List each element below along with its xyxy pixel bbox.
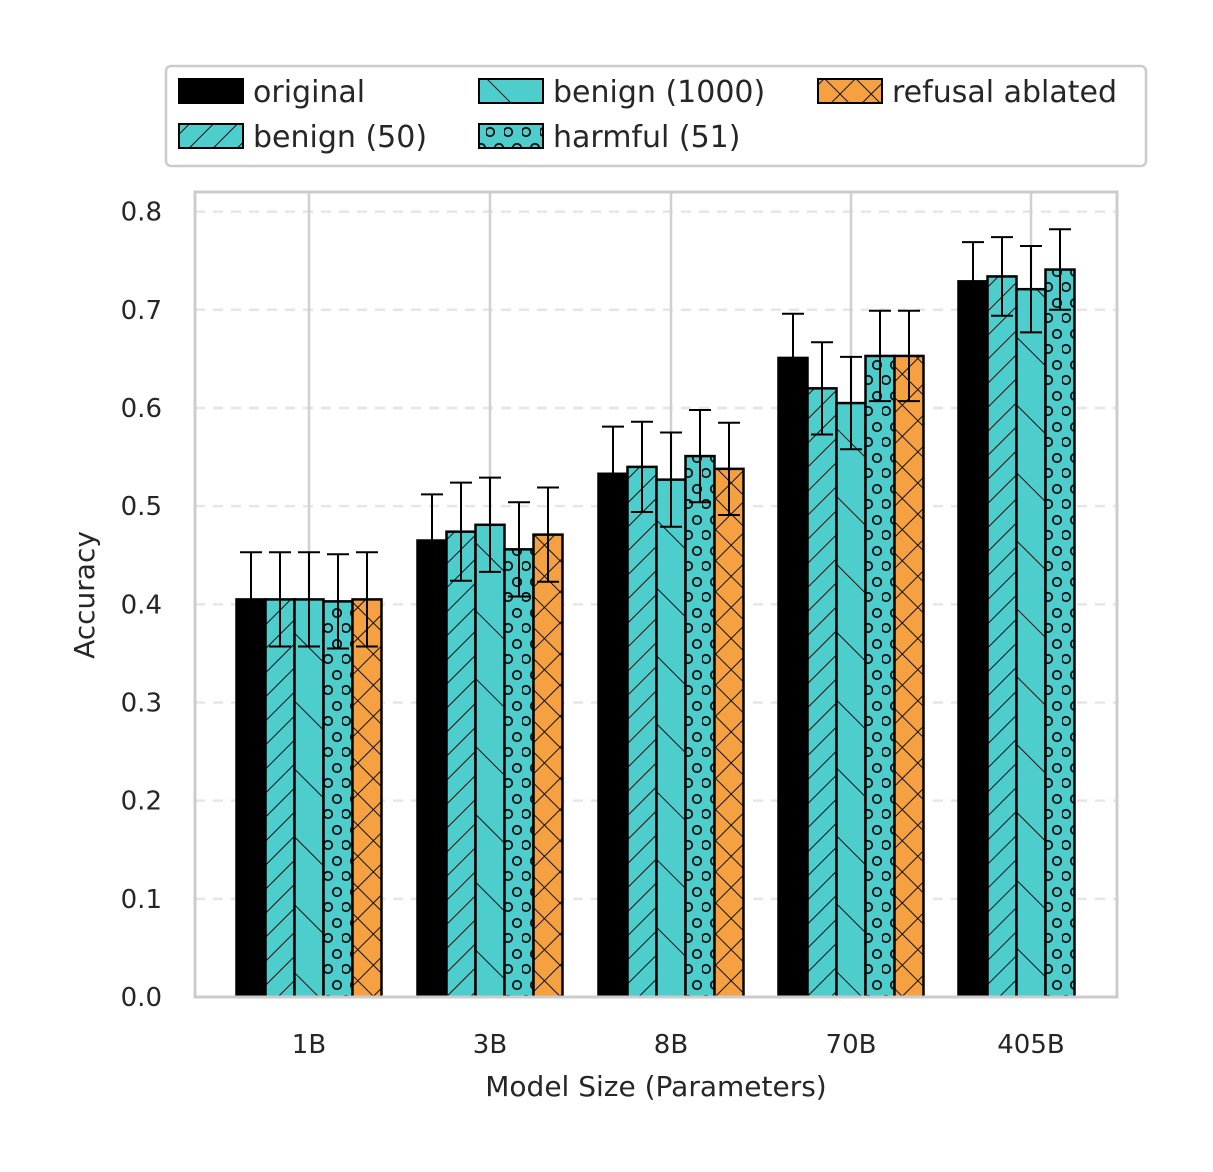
- bar-hatch-benign-1000: [294, 599, 324, 997]
- y-tick-label: 0.5: [121, 492, 162, 522]
- x-tick-label: 8B: [654, 1030, 688, 1060]
- y-tick-label: 0.8: [121, 198, 162, 228]
- bar-hatch-harmful-51: [865, 355, 895, 997]
- x-axis-title: Model Size (Parameters): [485, 1070, 826, 1103]
- legend-item-benign-50: benign (50): [178, 120, 427, 155]
- bar-hatch-benign-50: [446, 531, 476, 997]
- plot-frame: [193, 190, 1119, 999]
- bar-hatch-benign-50: [987, 276, 1017, 997]
- bar-hatch-refusal-ablated: [352, 599, 382, 997]
- bar-hatch-refusal-ablated: [714, 468, 744, 998]
- legend-item-harmful-51: harmful (51): [478, 120, 740, 155]
- y-tick-label: 0.7: [121, 296, 162, 326]
- legend-label-original: original: [253, 75, 365, 110]
- legend-swatch-benign-1000-hatch: [478, 78, 544, 104]
- legend-label-refusal-ablated: refusal ablated: [892, 75, 1117, 110]
- legend-item-benign-1000: benign (1000): [478, 75, 765, 110]
- plot-area: [193, 190, 1119, 999]
- y-axis-ticks: 0.0 0.1 0.2 0.3 0.4 0.5 0.6 0.7 0.8: [121, 198, 162, 1013]
- bar-hatch-harmful-51: [1045, 269, 1075, 997]
- legend-swatch-benign-50-hatch: [178, 123, 244, 149]
- y-tick-label: 0.3: [121, 688, 162, 718]
- bar-hatch-benign-1000: [1016, 289, 1046, 997]
- legend: original benign (50) benign (1000) harmf…: [164, 64, 1148, 168]
- y-tick-label: 0.2: [121, 787, 162, 817]
- y-tick-label: 0.1: [121, 885, 162, 915]
- bars-layer: [235, 268, 1076, 999]
- legend-item-original: original: [178, 75, 365, 110]
- legend-swatch-refusal-ablated-hatch: [817, 78, 883, 104]
- legend-label-benign-50: benign (50): [253, 120, 427, 155]
- bar-hatch-benign-1000: [836, 403, 866, 997]
- bar-hatch-benign-1000: [475, 524, 505, 997]
- y-tick-label: 0.4: [121, 590, 162, 620]
- bar-original: [958, 281, 988, 998]
- bar-hatch-benign-50: [807, 388, 837, 998]
- y-tick-label: 0.0: [121, 983, 162, 1013]
- bar-hatch-refusal-ablated: [533, 534, 563, 997]
- x-tick-label: 1B: [292, 1030, 326, 1060]
- bar-original: [598, 473, 628, 997]
- legend-label-benign-1000: benign (1000): [553, 75, 765, 110]
- x-tick-label: 405B: [997, 1030, 1064, 1060]
- legend-item-refusal-ablated: refusal ablated: [817, 75, 1117, 110]
- bar-hatch-harmful-51: [504, 549, 534, 997]
- bar-original: [417, 540, 447, 997]
- bar-hatch-harmful-51: [323, 601, 353, 997]
- legend-swatch-harmful-51-hatch: [478, 123, 544, 149]
- bar-hatch-refusal-ablated: [894, 355, 924, 997]
- y-axis-title: Accuracy: [68, 531, 101, 659]
- errorbar-layer: [240, 228, 1071, 650]
- x-tick-label: 3B: [473, 1030, 507, 1060]
- legend-frame: [164, 64, 1148, 168]
- bar-original: [778, 357, 808, 997]
- x-tick-label: 70B: [826, 1030, 877, 1060]
- bar-hatch-harmful-51: [685, 456, 715, 998]
- legend-label-harmful-51: harmful (51): [553, 120, 740, 155]
- legend-swatch-original: [178, 78, 244, 104]
- x-axis-ticks: 1B 3B 8B 70B 405B: [292, 1030, 1065, 1060]
- bar-original: [236, 599, 266, 997]
- bar-hatch-benign-1000: [656, 479, 686, 997]
- bar-hatch-benign-50: [265, 599, 295, 997]
- y-tick-label: 0.6: [121, 394, 162, 424]
- bar-hatch-benign-50: [627, 466, 657, 997]
